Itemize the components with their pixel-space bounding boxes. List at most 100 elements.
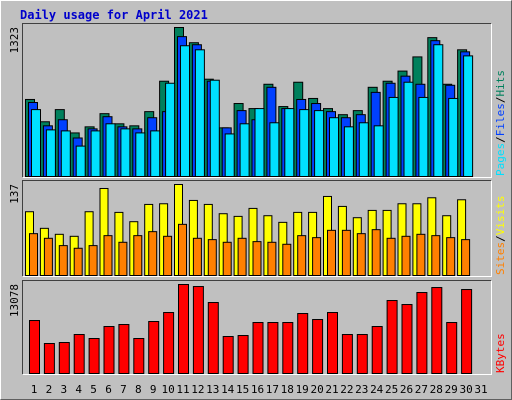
x-tick-label: 23: [355, 383, 368, 396]
bar: [282, 243, 292, 276]
bar: [103, 326, 115, 374]
bar: [73, 334, 85, 374]
x-tick-label: 22: [340, 383, 353, 396]
bar: [418, 96, 429, 177]
bar: [416, 233, 426, 276]
bar: [165, 82, 176, 177]
bar: [297, 313, 309, 374]
bar: [297, 235, 307, 276]
bar: [284, 108, 295, 177]
x-tick-label: 11: [176, 383, 189, 396]
bar: [163, 235, 173, 277]
x-tick-label: 3: [60, 383, 67, 396]
x-tick-label: 30: [459, 383, 472, 396]
legend-entry: Sites: [494, 242, 507, 275]
x-tick-label: 15: [236, 383, 249, 396]
legend: Pages/Files/Hits: [494, 70, 507, 176]
bar: [373, 125, 384, 177]
x-tick-label: 14: [221, 383, 235, 396]
y-tick-label: 137: [8, 184, 21, 204]
bar: [163, 312, 175, 375]
bar: [433, 44, 444, 177]
bar: [118, 241, 128, 276]
bar: [327, 229, 336, 277]
chart-title: Daily usage for April 2021: [20, 8, 208, 22]
bar: [118, 324, 130, 374]
bar: [194, 49, 205, 178]
plot-frame-dark: [22, 23, 492, 178]
bar: [329, 117, 339, 177]
plot-frame-dark: [22, 280, 492, 375]
legend-entry: Files: [494, 103, 507, 136]
bar: [446, 322, 458, 374]
plot-frame-light: [22, 280, 492, 375]
bar: [386, 300, 398, 374]
legend-entry: Visits: [494, 196, 507, 236]
bar: [88, 245, 98, 276]
bar: [401, 235, 411, 277]
bar: [461, 239, 471, 277]
x-tick-label: 25: [385, 383, 398, 396]
bar: [222, 241, 232, 276]
legend-separator: /: [494, 97, 507, 104]
legend-entry: KBytes: [494, 333, 507, 373]
bar: [105, 123, 116, 177]
bar: [133, 235, 143, 276]
legend-separator: /: [494, 136, 507, 143]
bar: [299, 109, 310, 177]
bar: [343, 126, 354, 178]
bar: [178, 284, 189, 374]
bar: [90, 130, 101, 177]
bar: [180, 45, 190, 177]
x-tick-label: 31: [474, 383, 487, 396]
bar: [371, 229, 381, 276]
bar: [29, 233, 38, 277]
plot-frame-dark: [22, 180, 492, 277]
x-tick-label: 13: [206, 383, 219, 396]
x-tick-label: 20: [310, 383, 323, 396]
bar: [120, 128, 131, 178]
bar: [403, 81, 414, 177]
bar: [75, 145, 86, 178]
bar: [239, 123, 250, 177]
bar: [314, 110, 325, 177]
bar: [463, 55, 474, 177]
legend-separator: /: [494, 235, 507, 242]
bar: [224, 133, 235, 178]
x-tick-label: 21: [325, 383, 338, 396]
x-tick-label: 28: [430, 383, 443, 396]
bar: [358, 122, 369, 177]
bar: [222, 336, 234, 374]
bar: [341, 334, 353, 374]
bar: [401, 304, 413, 375]
bar: [254, 108, 265, 177]
bar: [178, 223, 187, 277]
x-tick-label: 19: [296, 383, 309, 396]
bar: [252, 241, 262, 276]
x-tick-label: 17: [266, 383, 279, 396]
x-tick-label: 1: [31, 383, 38, 396]
bar: [386, 237, 396, 276]
x-tick-label: 5: [90, 383, 97, 396]
y-tick-label: 1323: [8, 27, 21, 54]
bar: [461, 289, 473, 375]
plot-frame-light: [22, 180, 492, 277]
bar: [282, 322, 294, 374]
bar: [192, 237, 202, 276]
bar: [29, 320, 40, 374]
x-tick-label: 18: [281, 383, 294, 396]
bar: [388, 96, 399, 177]
bar: [356, 334, 368, 374]
bar: [267, 322, 279, 374]
legend-entry: Hits: [494, 70, 507, 97]
bar: [103, 235, 113, 276]
bar: [252, 322, 264, 374]
bar: [327, 312, 338, 375]
bar: [371, 326, 383, 374]
bar: [88, 338, 100, 375]
bar: [58, 342, 70, 375]
x-tick-label: 26: [400, 383, 413, 396]
bar: [312, 319, 324, 374]
